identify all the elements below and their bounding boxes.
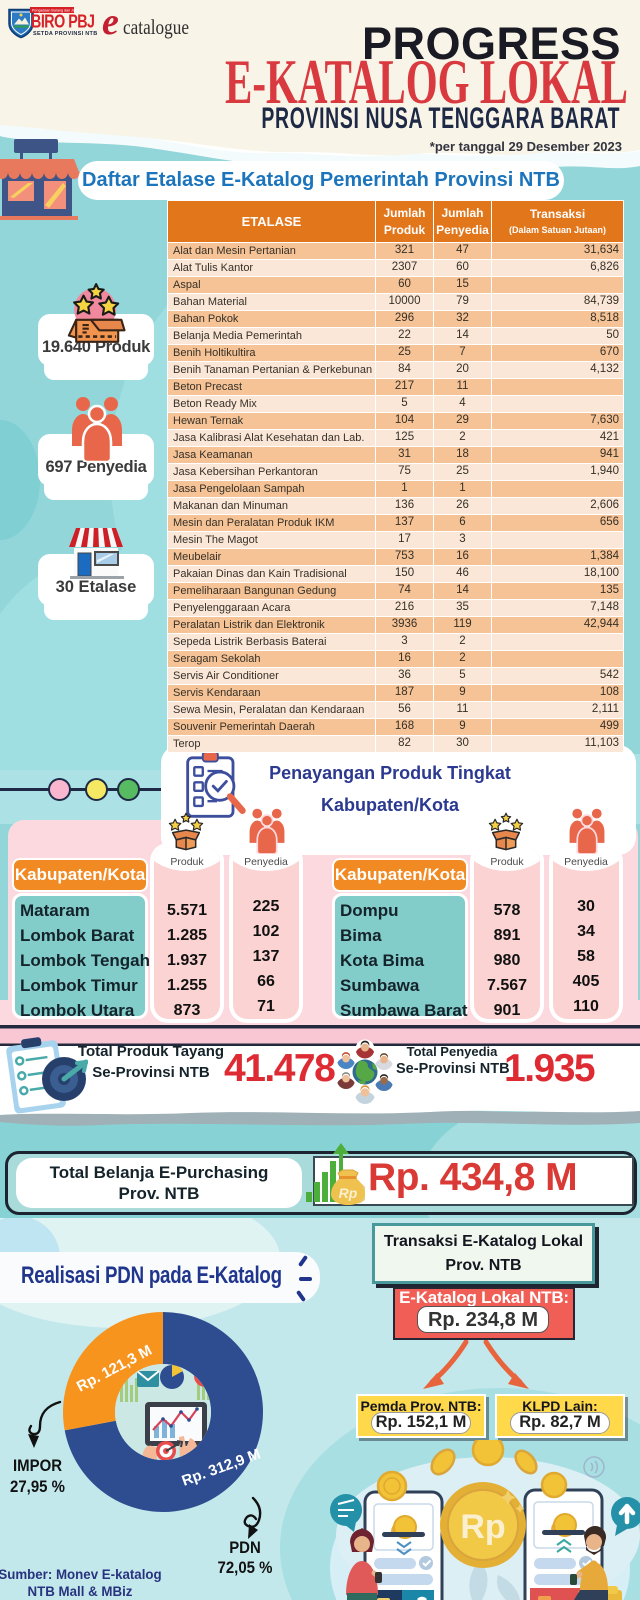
svg-text:Rp: Rp — [339, 1185, 358, 1201]
svg-text:Rp: Rp — [460, 1508, 505, 1546]
